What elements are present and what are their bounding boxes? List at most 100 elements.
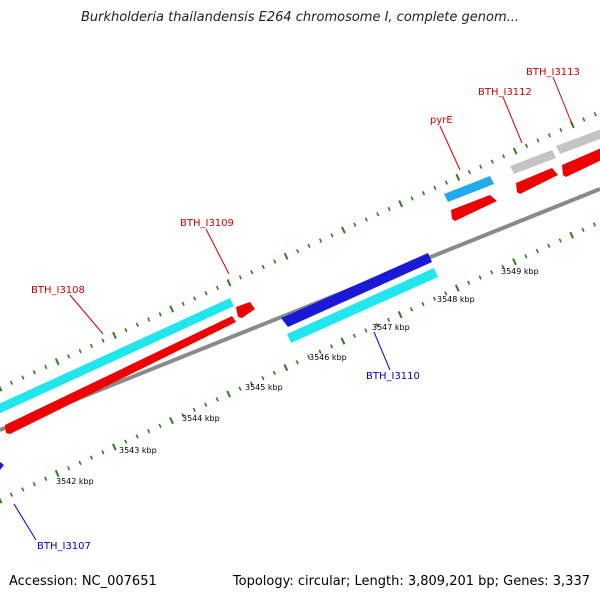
kbp-label-3546: 3546 kbp [309, 353, 347, 362]
outer-tick [112, 331, 117, 339]
outer-tick [181, 301, 185, 306]
gene-bth-i3109-red[interactable] [236, 302, 255, 318]
outer-tick [502, 154, 506, 159]
kbp-label-3544: 3544 kbp [182, 414, 220, 423]
outer-tick [169, 305, 175, 313]
gene-label-bth-i3109[interactable]: BTH_I3109 [180, 218, 234, 229]
inner-tick [558, 238, 562, 243]
inner-tick [318, 349, 322, 354]
gene-bth-i3113-cds[interactable] [556, 128, 600, 154]
kbp-label-3545: 3545 kbp [245, 383, 283, 392]
inner-tick [444, 291, 448, 296]
outer-tick [318, 238, 323, 243]
outer-tick [147, 317, 151, 322]
inner-tick [272, 370, 276, 376]
outer-tick [490, 159, 494, 164]
outer-tick [261, 264, 265, 270]
kbp-label-3549: 3549 kbp [501, 267, 539, 276]
outer-tick [376, 212, 380, 217]
inner-tick [21, 487, 25, 492]
outer-tick [307, 243, 311, 248]
connector-bth-i3110 [373, 331, 391, 371]
gene-label-bth-i3113[interactable]: BTH_I3113 [526, 67, 580, 78]
inner-tick [215, 397, 219, 402]
outer-tick [67, 354, 71, 359]
outer-tick [296, 248, 300, 254]
inner-tick [249, 381, 254, 386]
outer-tick [89, 343, 94, 349]
gene-bth-i3110-blue[interactable] [281, 253, 432, 327]
inner-tick [32, 481, 36, 487]
kbp-label-3542: 3542 kbp [56, 477, 94, 486]
connector-bth-i3112 [502, 96, 523, 144]
outer-tick [0, 385, 3, 392]
inner-tick [454, 284, 460, 292]
outer-tick [410, 196, 414, 201]
inner-tick [261, 376, 265, 381]
inner-tick [512, 258, 517, 266]
inner-tick [158, 423, 162, 429]
inner-tick [44, 476, 48, 481]
outer-tick-ring [0, 112, 597, 392]
connector-pyre [439, 125, 461, 171]
outer-tick [9, 380, 14, 385]
gene-bth-i3108-red[interactable] [5, 316, 236, 434]
inner-tick [111, 443, 117, 451]
inner-tick [397, 310, 403, 319]
outer-tick [512, 147, 518, 155]
inner-tick [181, 413, 185, 418]
inner-tick [89, 455, 94, 460]
kbp-label-3543: 3543 kbp [119, 446, 157, 455]
gene-label-pyre[interactable]: pyrE [430, 115, 453, 126]
gene-bth-i3108-cds[interactable] [0, 298, 234, 416]
inner-tick [364, 328, 368, 333]
outer-tick [101, 338, 105, 343]
inner-tick [490, 270, 494, 275]
outer-tick [21, 375, 25, 380]
inner-tick [307, 354, 311, 360]
gene-label-bth-i3108[interactable]: BTH_I3108 [31, 285, 85, 296]
connector-bth-i3108 [69, 294, 104, 335]
outer-tick [421, 191, 426, 196]
inner-tick [387, 317, 391, 323]
inner-tick [78, 460, 82, 466]
gene-label-bth-i3107[interactable]: BTH_I3107 [37, 541, 91, 552]
outer-tick [433, 185, 437, 191]
gene-pyre-cds[interactable] [444, 176, 494, 202]
inner-tick [569, 231, 575, 239]
inner-tick [421, 301, 425, 307]
inner-tick [226, 390, 232, 398]
inner-tick [295, 360, 299, 365]
outer-tick [444, 180, 449, 185]
gene-label-bth-i3112[interactable]: BTH_I3112 [478, 87, 532, 98]
gene-bth-i3113-red[interactable] [562, 146, 600, 177]
gene-pyre-red[interactable] [451, 195, 497, 221]
outer-tick [54, 358, 60, 366]
outer-tick [124, 327, 128, 333]
outer-tick [455, 173, 461, 182]
inner-tick [467, 280, 471, 285]
outer-tick [340, 226, 346, 234]
outer-tick [135, 322, 139, 327]
inner-tick [409, 307, 414, 312]
inner-tick [54, 469, 60, 478]
gene-bth-i3112-cds[interactable] [510, 150, 556, 174]
gene-bth-i3107-blue[interactable] [0, 462, 4, 470]
inner-tick [501, 264, 505, 270]
outer-tick [479, 164, 483, 170]
inner-tick [581, 227, 585, 233]
outer-tick [524, 143, 529, 148]
outer-tick [204, 291, 208, 296]
inner-tick [67, 466, 71, 471]
outer-tick [467, 169, 471, 175]
gene-bth-i3112-red[interactable] [516, 168, 558, 194]
outer-tick [32, 370, 36, 375]
outer-tick [193, 296, 197, 301]
outer-tick [398, 200, 404, 208]
outer-tick [364, 217, 368, 222]
gene-bth-i3110-cds-forward[interactable] [287, 268, 438, 343]
inner-tick [124, 439, 128, 444]
inner-tick [283, 363, 289, 372]
gene-label-bth-i3110[interactable]: BTH_I3110 [366, 371, 420, 382]
